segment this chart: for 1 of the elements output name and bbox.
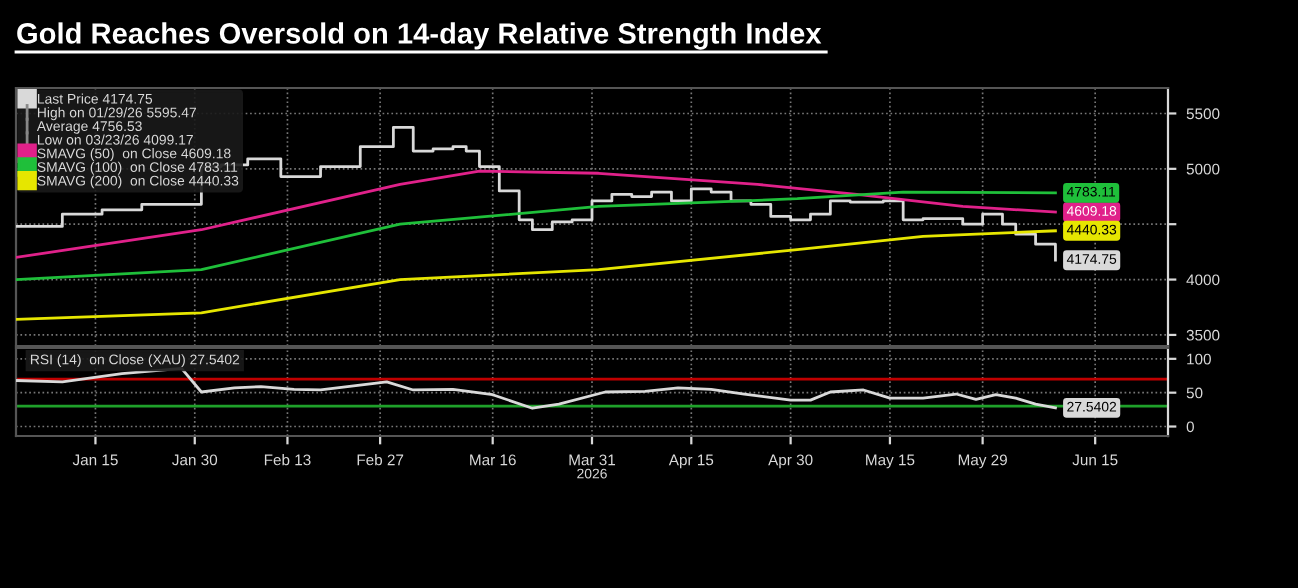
chart-title: Gold Reaches Oversold on 14-day Relative Strength Index — [17, 22, 822, 50]
